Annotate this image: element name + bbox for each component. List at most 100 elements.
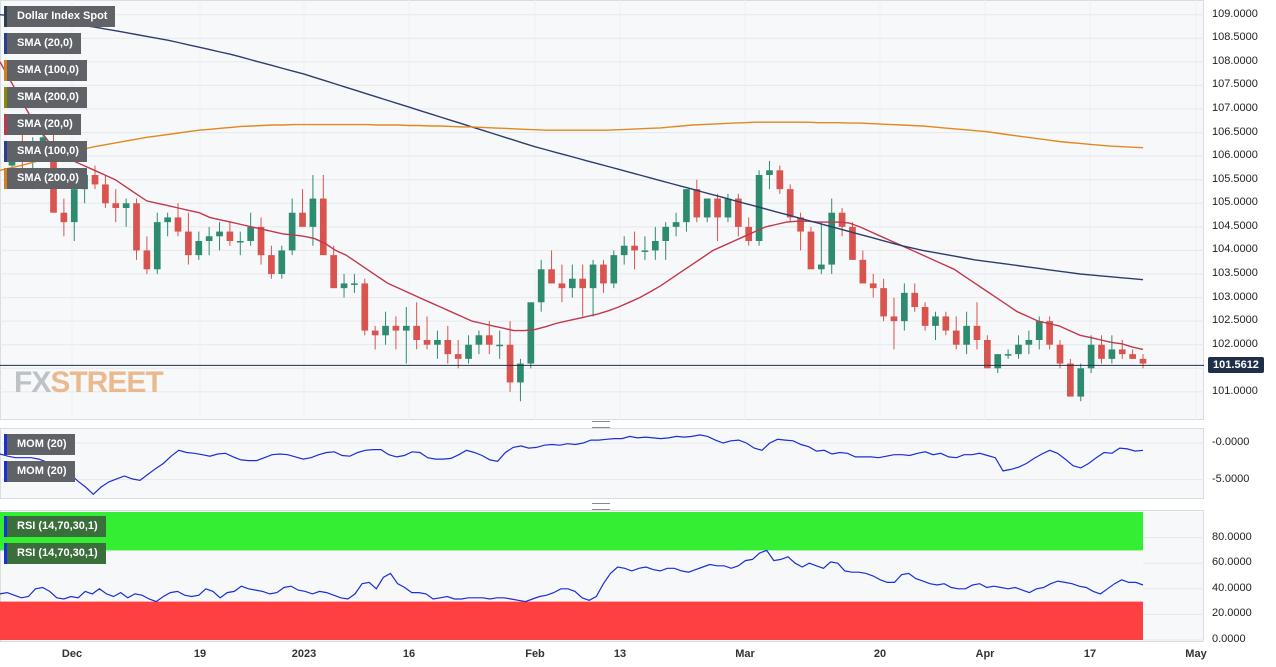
legend-sma-20-a[interactable]: SMA (20,0)	[4, 33, 81, 54]
price-y-tick-label: 107.0000	[1212, 102, 1258, 114]
candle-down	[485, 335, 493, 345]
price-y-tick-label: 102.0000	[1212, 337, 1258, 350]
x-tick-label: 20	[873, 648, 887, 660]
price-y-tick-label: 102.5000	[1212, 314, 1258, 327]
candle-down	[807, 231, 815, 270]
candle-up	[434, 340, 441, 345]
candle-up	[1004, 354, 1012, 356]
candle-down	[1098, 344, 1105, 359]
candle-down	[880, 288, 887, 317]
price-y-tick-label: 109.0000	[1212, 7, 1258, 20]
price-y-tick-label: 104.0000	[1212, 243, 1258, 256]
candle-down	[1046, 321, 1053, 345]
sma-line-2	[0, 121, 1144, 171]
logo-fx: FX	[14, 366, 51, 399]
price-y-tick-label: 106.5000	[1212, 125, 1258, 138]
candle-down	[143, 250, 151, 270]
candle-up	[651, 241, 659, 251]
candle-down	[330, 255, 338, 289]
candle-up	[517, 363, 524, 383]
candle-up	[828, 212, 836, 265]
candle-up	[703, 198, 711, 218]
candle-up	[755, 175, 763, 241]
candle-down	[869, 283, 877, 289]
candle-up	[475, 335, 483, 345]
sma-line-0	[0, 61, 1144, 351]
candle-up	[994, 354, 1002, 369]
candle-down	[454, 354, 462, 359]
candle-up	[932, 316, 939, 326]
rsi-y-tick-label: 0.0000	[1212, 633, 1246, 645]
legend-mom-a[interactable]: MOM (20)	[4, 434, 75, 455]
candle-down	[838, 212, 846, 227]
price-pane[interactable]	[0, 0, 1204, 420]
rsi-chart[interactable]	[0, 0, 1204, 645]
candle-down	[631, 245, 638, 251]
price-y-tick-label: 105.5000	[1212, 172, 1258, 185]
x-tick-label: 16	[402, 648, 416, 660]
candle-up	[589, 264, 597, 289]
x-tick-label: 2023	[291, 648, 317, 660]
candle-down	[1129, 354, 1136, 359]
legend-sma-200-b[interactable]: SMA (200,0)	[4, 168, 87, 189]
mom-chart[interactable]	[0, 0, 1204, 500]
candle-down	[921, 307, 929, 326]
candle-up	[340, 283, 348, 289]
legend-rsi-a[interactable]: RSI (14,70,30,1)	[4, 516, 106, 537]
last-price-tag: 101.5612	[1208, 357, 1264, 374]
candle-down	[91, 175, 99, 185]
pane-splitter-top[interactable]	[592, 421, 610, 428]
candle-up	[278, 250, 286, 274]
rsi-line	[0, 549, 1144, 603]
candle-down	[361, 283, 369, 331]
rsi-y-tick-label: 80.0000	[1212, 530, 1252, 543]
legend-sma-20-b[interactable]: SMA (20,0)	[4, 114, 81, 135]
candle-up	[610, 255, 618, 284]
legend-sma-100-a[interactable]: SMA (100,0)	[4, 60, 87, 81]
candle-up	[641, 250, 649, 252]
candle-up	[527, 302, 535, 364]
candle-down	[1056, 344, 1064, 364]
price-y-tick-label: 105.0000	[1212, 196, 1258, 209]
symbol-badge[interactable]: Dollar Index Spot	[4, 6, 116, 27]
candle-down	[849, 226, 856, 260]
legend-sma-200-a[interactable]: SMA (200,0)	[4, 87, 87, 108]
candle-up	[465, 344, 472, 359]
candle-down	[786, 189, 794, 218]
legend-sma-100-b[interactable]: SMA (100,0)	[4, 141, 87, 162]
candle-up	[1087, 344, 1095, 369]
candle-down	[444, 340, 452, 355]
candle-down	[174, 217, 182, 232]
candle-up	[70, 189, 78, 223]
candle-down	[776, 170, 784, 190]
x-tick-label: May	[1185, 648, 1207, 660]
candle-down	[133, 203, 140, 251]
candle-down	[911, 292, 919, 307]
price-y-tick-label: 103.5000	[1212, 267, 1258, 279]
legend-rsi-b[interactable]: RSI (14,70,30,1)	[4, 543, 106, 564]
candle-up	[683, 189, 690, 223]
candle-up	[247, 226, 254, 241]
x-tick-label: 17	[1083, 648, 1097, 660]
mom-line	[0, 434, 1144, 496]
price-y-tick-label: 104.5000	[1212, 219, 1258, 232]
candle-up	[662, 226, 670, 241]
candle-up	[766, 170, 773, 175]
candle-up	[153, 222, 161, 270]
fxstreet-logo: FXSTREET	[14, 366, 164, 400]
candle-up	[288, 212, 296, 251]
candle-down	[102, 184, 109, 204]
candle-down	[371, 330, 379, 336]
candle-down	[423, 340, 431, 345]
price-y-tick-label: 108.5000	[1212, 31, 1258, 44]
candle-down	[797, 217, 804, 232]
candle-up	[164, 217, 171, 223]
price-y-tick-label: 106.0000	[1212, 149, 1258, 162]
x-tick-label: Feb	[525, 648, 545, 660]
legend-mom-b[interactable]: MOM (20)	[4, 461, 75, 482]
pane-splitter-bottom[interactable]	[592, 503, 610, 510]
candle-down	[257, 226, 265, 256]
x-tick-label: Dec	[61, 648, 83, 660]
candle-down	[1118, 349, 1126, 355]
candle-up	[963, 325, 970, 345]
